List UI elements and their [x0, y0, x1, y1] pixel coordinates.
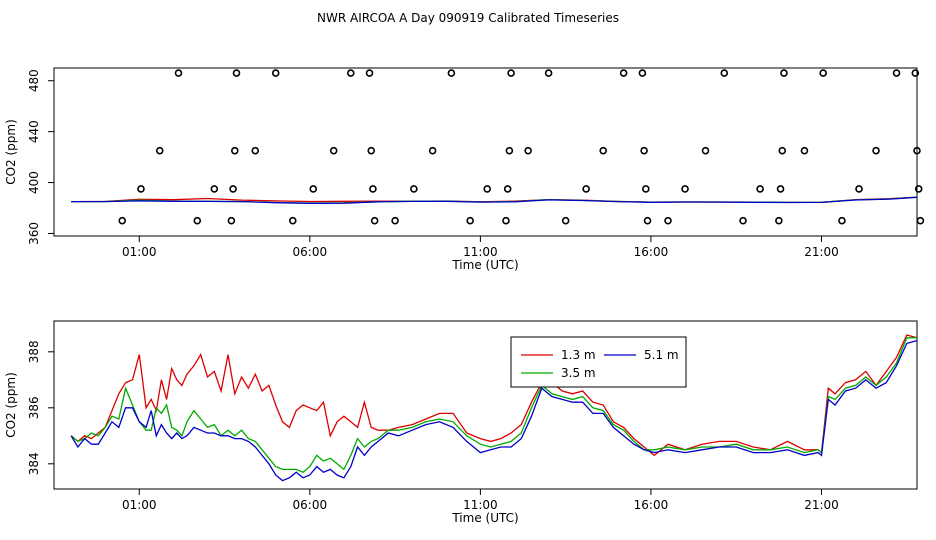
reference-point	[483, 185, 492, 193]
reference-point	[701, 146, 710, 155]
reference-point	[911, 69, 920, 77]
reference-point	[838, 216, 846, 225]
top-scatter-panel: 01:00 06:00 11:00 16:00 21:00 360 400 440 480 Tim…	[4, 67, 925, 272]
reference-point	[505, 146, 514, 155]
legend: 1.3 m 3.5 m 5.1 m	[510, 336, 687, 388]
reference-point	[638, 69, 647, 77]
x-tick-label: 06:00	[293, 498, 328, 512]
reference-point	[640, 146, 648, 155]
reference-point	[739, 216, 747, 225]
x-tick-label: 01:00	[122, 498, 157, 512]
reference-point	[914, 185, 923, 193]
reference-point	[391, 216, 399, 225]
y-axis-label: CO2 (ppm)	[4, 119, 18, 185]
y-axis-label: CO2 (ppm)	[4, 372, 18, 438]
reference-point	[174, 69, 183, 77]
x-tick-label: 11:00	[463, 245, 498, 259]
series-line	[71, 196, 918, 204]
reference-point	[582, 185, 590, 193]
y-tick-label: 360	[27, 222, 41, 245]
reference-point	[370, 216, 379, 225]
reference-point	[872, 146, 880, 155]
y-tick-label: 384	[27, 452, 41, 475]
reference-point	[507, 69, 515, 77]
reference-point	[410, 185, 418, 193]
reference-point	[642, 185, 650, 193]
reference-point	[193, 216, 202, 225]
reference-point	[775, 216, 783, 225]
x-tick-label: 01:00	[122, 245, 157, 259]
reference-point	[118, 216, 127, 225]
x-tick-label: 21:00	[804, 498, 839, 512]
legend-entry: 3.5 m	[561, 366, 596, 380]
reference-point	[892, 69, 901, 77]
reference-point	[367, 146, 376, 155]
reference-point	[916, 216, 925, 225]
reference-point	[230, 146, 239, 155]
x-tick-label: 16:00	[634, 498, 669, 512]
y-tick-label: 386	[27, 396, 41, 419]
y-tick-label: 440	[27, 120, 41, 143]
reference-point	[681, 185, 689, 193]
reference-point	[619, 69, 628, 77]
x-tick-label: 06:00	[293, 245, 328, 259]
bottom-line-panel: 01:00 06:00 11:00 16:00 21:00 384 386 388 Time (…	[4, 320, 918, 525]
reference-point	[756, 185, 764, 193]
legend-entry: 5.1 m	[644, 348, 679, 362]
reference-point	[855, 185, 863, 193]
reference-point	[229, 185, 237, 193]
series-line-5-1-m	[70, 339, 918, 482]
reference-point	[227, 216, 236, 225]
y-tick-label: 400	[27, 171, 41, 194]
reference-point	[271, 69, 280, 77]
plot-frame	[53, 67, 918, 237]
reference-point	[720, 69, 729, 77]
reference-point	[447, 69, 456, 77]
reference-point	[288, 216, 297, 225]
x-axis-label: Time (UTC)	[451, 258, 518, 272]
reference-point	[466, 216, 474, 225]
legend-entry: 1.3 m	[561, 348, 596, 362]
reference-point	[309, 185, 318, 193]
y-tick-label: 388	[27, 340, 41, 363]
reference-point	[544, 69, 553, 77]
reference-point	[503, 185, 512, 193]
legend-box	[510, 336, 687, 388]
x-tick-label: 21:00	[804, 245, 839, 259]
plot-frame	[53, 320, 918, 490]
reference-point	[346, 69, 355, 77]
x-axis-label: Time (UTC)	[451, 511, 518, 525]
reference-point	[232, 69, 241, 77]
y-tick-label: 480	[27, 69, 41, 92]
reference-point	[428, 146, 437, 155]
reference-point	[913, 146, 921, 155]
reference-point	[561, 216, 570, 225]
series-line-1-3-m	[70, 334, 918, 457]
reference-point	[819, 69, 827, 77]
reference-point	[502, 216, 510, 225]
reference-point	[210, 185, 219, 193]
x-tick-label: 11:00	[463, 498, 498, 512]
reference-point	[780, 69, 788, 77]
reference-point	[778, 146, 787, 155]
reference-point	[365, 69, 374, 77]
reference-point	[643, 216, 652, 225]
reference-point	[800, 146, 809, 155]
reference-point	[251, 146, 260, 155]
reference-point	[664, 216, 672, 225]
chart-title: NWR AIRCOA A Day 090919 Calibrated Times…	[317, 11, 619, 25]
reference-point	[599, 146, 607, 155]
x-tick-label: 16:00	[634, 245, 669, 259]
reference-point	[369, 185, 377, 193]
reference-point	[137, 185, 145, 193]
reference-point	[329, 146, 338, 155]
reference-point	[155, 146, 164, 155]
reference-point	[776, 185, 785, 193]
series-line-3-5-m	[70, 337, 917, 473]
reference-point	[524, 146, 532, 155]
